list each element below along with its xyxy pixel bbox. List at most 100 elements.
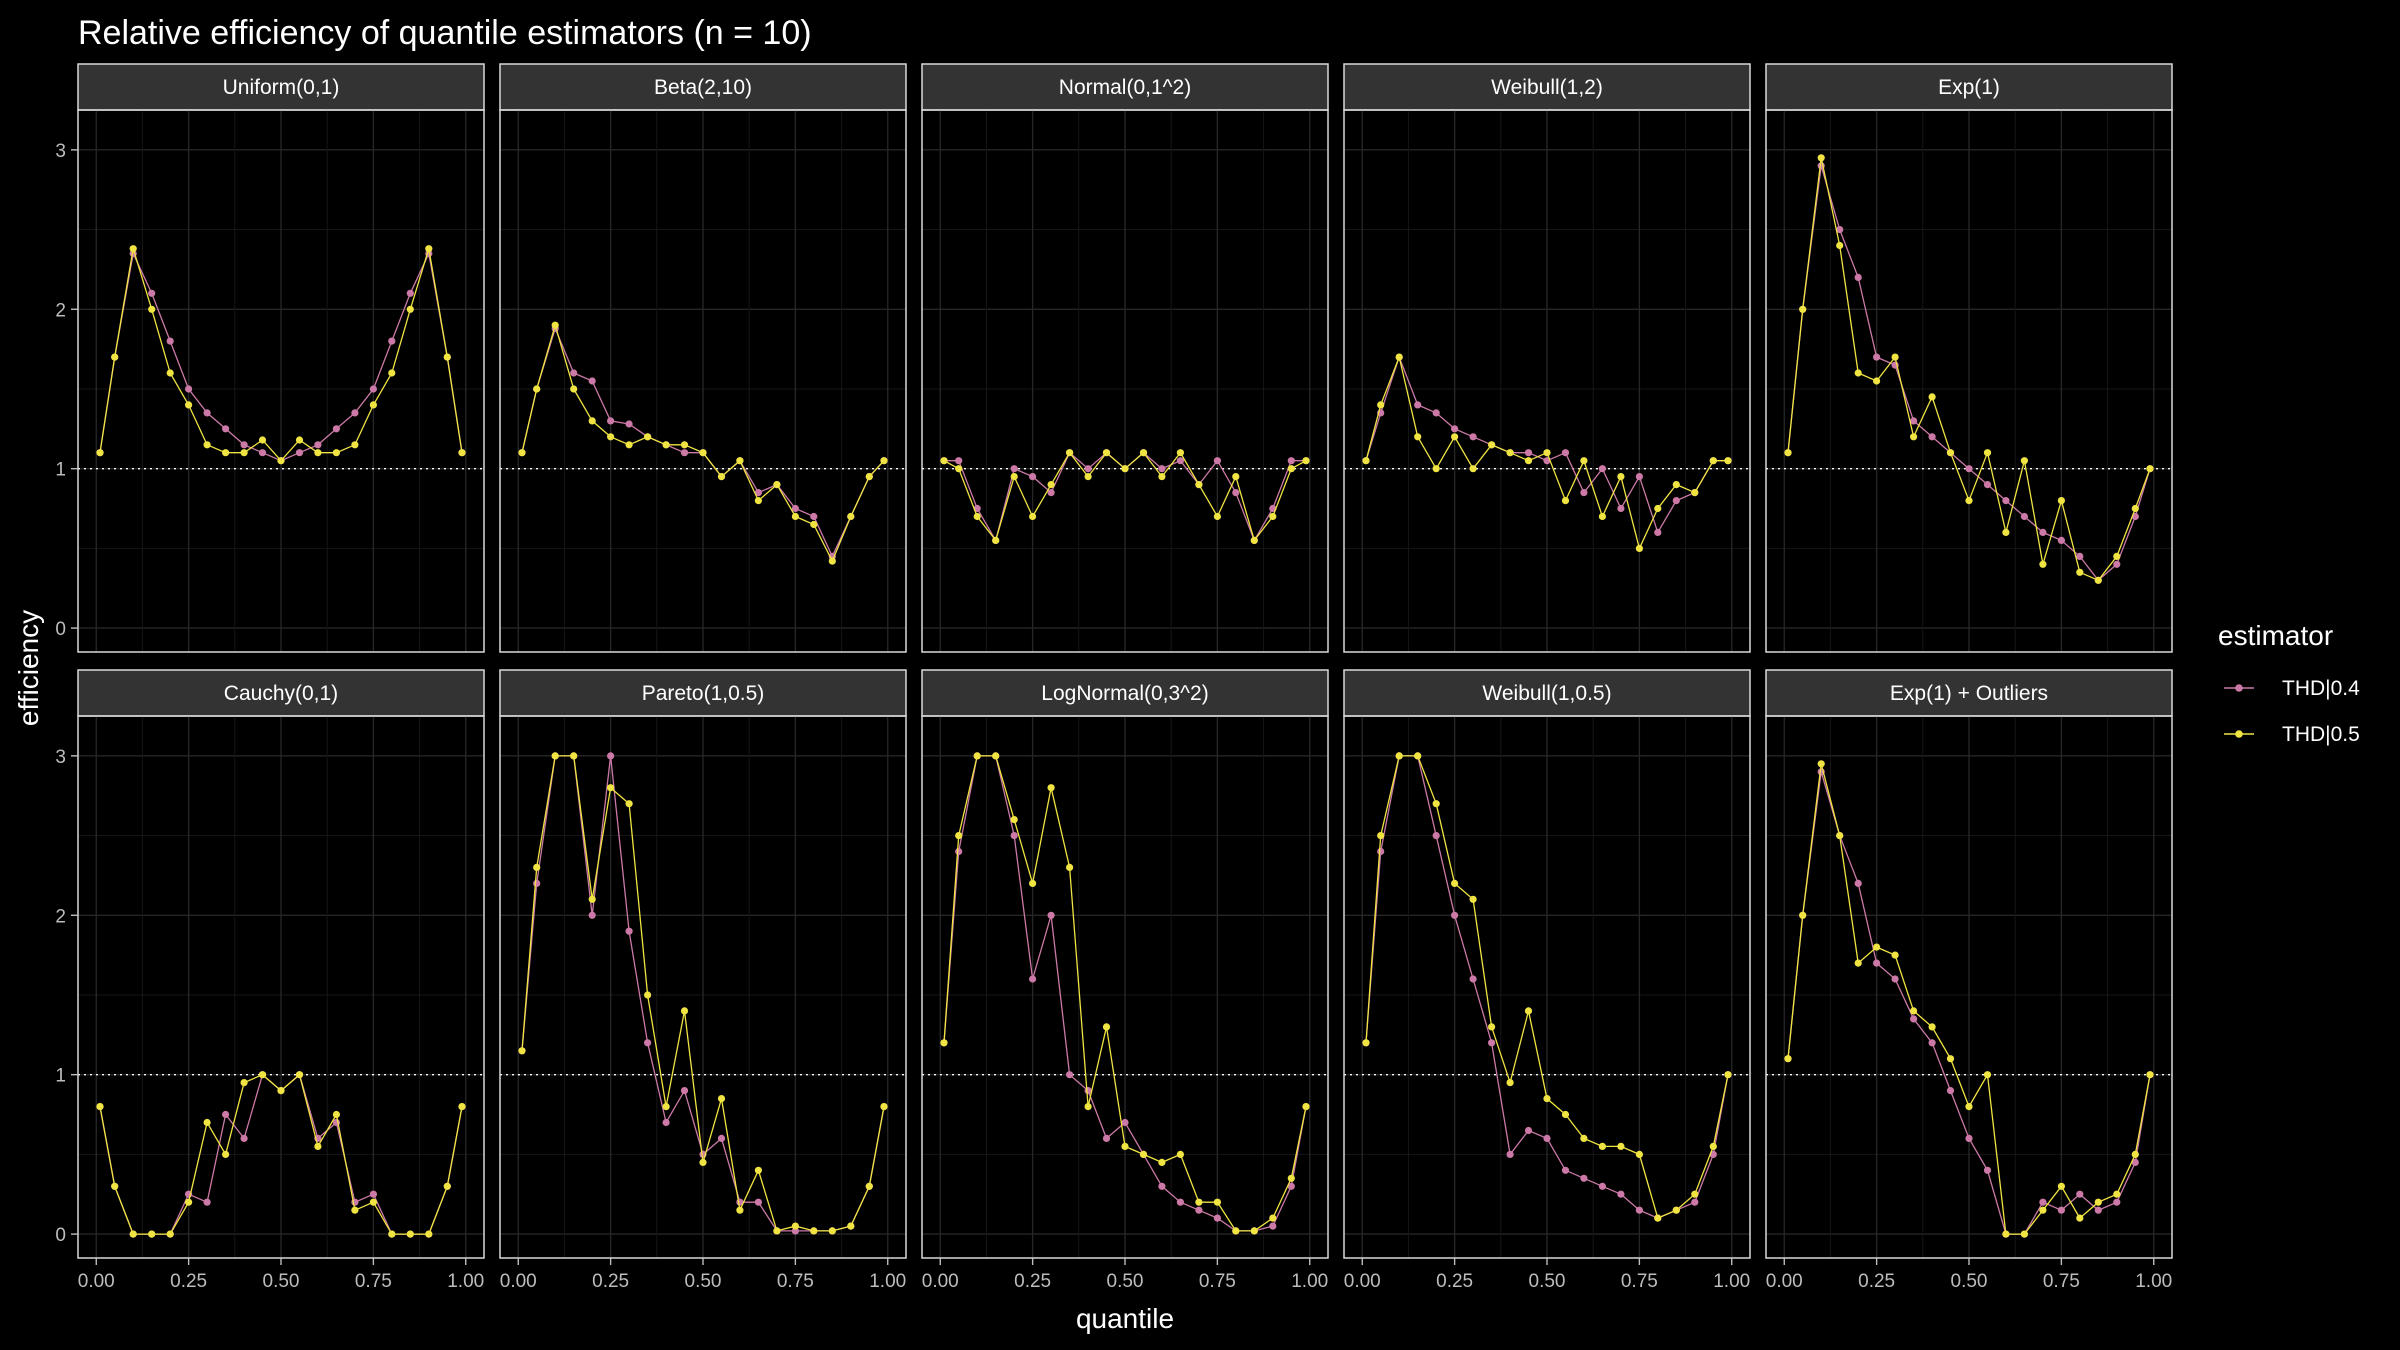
data-point	[1269, 1222, 1277, 1230]
data-point	[1928, 393, 1936, 401]
data-point	[736, 1206, 744, 1214]
data-point	[406, 1230, 414, 1238]
data-point	[1983, 1071, 1992, 1079]
panel-strip-label: Exp(1) + Outliers	[1890, 682, 2048, 705]
legend-key-point	[2235, 730, 2243, 738]
data-point	[1928, 1039, 1936, 1047]
data-point	[1928, 433, 1936, 441]
data-point	[96, 1103, 104, 1111]
data-point	[2057, 1206, 2065, 1214]
data-point	[2057, 497, 2065, 505]
data-point	[222, 449, 230, 457]
data-point	[314, 441, 322, 449]
data-point	[2002, 1230, 2010, 1238]
panel: Weibull(1,2)	[1343, 63, 1751, 653]
data-point	[662, 1118, 670, 1127]
data-point	[166, 337, 174, 345]
data-point	[1195, 1206, 1203, 1214]
data-point	[1102, 1023, 1111, 1031]
data-point	[551, 752, 559, 760]
data-point	[166, 1230, 174, 1238]
data-point	[1983, 481, 1992, 489]
data-point	[406, 289, 414, 297]
data-point	[1176, 449, 1184, 457]
data-point	[1617, 1142, 1625, 1150]
data-point	[1946, 1087, 1955, 1095]
data-point	[203, 1118, 211, 1127]
data-point	[1158, 1158, 1166, 1166]
x-tick-label: 0.50	[1107, 1271, 1144, 1292]
data-point	[1817, 154, 1825, 162]
data-point	[1561, 497, 1570, 505]
data-point	[1799, 305, 1807, 313]
data-point	[1432, 800, 1440, 808]
y-tick-label: 3	[55, 141, 66, 162]
x-tick-label: 0.50	[1529, 1271, 1566, 1292]
data-point	[2057, 1182, 2065, 1190]
panel: Beta(2,10)	[499, 63, 907, 653]
data-point	[1965, 1134, 1973, 1142]
data-point	[588, 417, 596, 425]
data-point	[1784, 449, 1792, 457]
data-point	[570, 385, 578, 393]
data-point	[1414, 433, 1422, 441]
data-point	[369, 1198, 377, 1206]
x-tick-label: 0.00	[500, 1271, 537, 1292]
data-point	[1158, 1182, 1166, 1190]
data-point	[1617, 504, 1625, 513]
data-point	[1047, 911, 1055, 919]
data-point	[1451, 879, 1459, 888]
data-point	[1213, 1198, 1221, 1206]
data-point	[1269, 512, 1277, 521]
data-point	[1598, 465, 1606, 473]
data-point	[1983, 449, 1992, 457]
data-point	[1709, 457, 1717, 465]
legend-key-point	[2235, 684, 2243, 692]
data-point	[662, 441, 670, 449]
data-point	[644, 1039, 652, 1047]
data-point	[717, 1134, 726, 1142]
data-point	[1873, 959, 1881, 967]
x-tick-label: 0.50	[685, 1271, 722, 1292]
y-axis-title: efficiency	[13, 610, 44, 726]
data-point	[533, 879, 541, 888]
panel-strip	[921, 669, 1329, 717]
data-point	[1672, 497, 1680, 505]
data-point	[607, 784, 615, 792]
data-point	[351, 1206, 359, 1214]
data-point	[1084, 465, 1092, 473]
data-point	[847, 512, 855, 521]
data-point	[1213, 457, 1221, 465]
data-point	[240, 441, 248, 449]
x-tick-label: 1.00	[2135, 1271, 2172, 1292]
data-point	[1654, 528, 1662, 537]
data-point	[1543, 449, 1551, 457]
data-point	[1854, 959, 1862, 967]
data-point	[1102, 449, 1111, 457]
data-point	[533, 863, 541, 872]
data-point	[369, 385, 377, 393]
data-point	[2020, 1230, 2028, 1238]
data-point	[1635, 544, 1643, 553]
data-point	[2002, 528, 2010, 537]
y-tick-label: 2	[55, 906, 66, 927]
x-tick-label: 0.25	[1014, 1271, 1051, 1292]
panel: Cauchy(0,1) 0 1 2 3 0.00 0.25 0.50 0.75 1.00	[55, 669, 485, 1292]
data-point	[2146, 1071, 2154, 1079]
panel: Weibull(1,0.5) 0.00 0.25 0.50 0.75 1.00	[1343, 669, 1751, 1292]
data-point	[258, 1071, 267, 1079]
data-point	[1524, 1126, 1533, 1135]
data-point	[277, 457, 285, 465]
data-point	[607, 417, 615, 425]
data-point	[955, 457, 963, 465]
data-point	[222, 1150, 230, 1158]
data-point	[1451, 911, 1459, 919]
data-point	[332, 425, 340, 433]
data-point	[1598, 1142, 1606, 1150]
data-point	[148, 305, 156, 313]
data-point	[203, 441, 211, 449]
data-point	[1066, 863, 1074, 872]
data-point	[1654, 504, 1662, 513]
data-point	[880, 1103, 888, 1111]
data-point	[185, 385, 193, 393]
